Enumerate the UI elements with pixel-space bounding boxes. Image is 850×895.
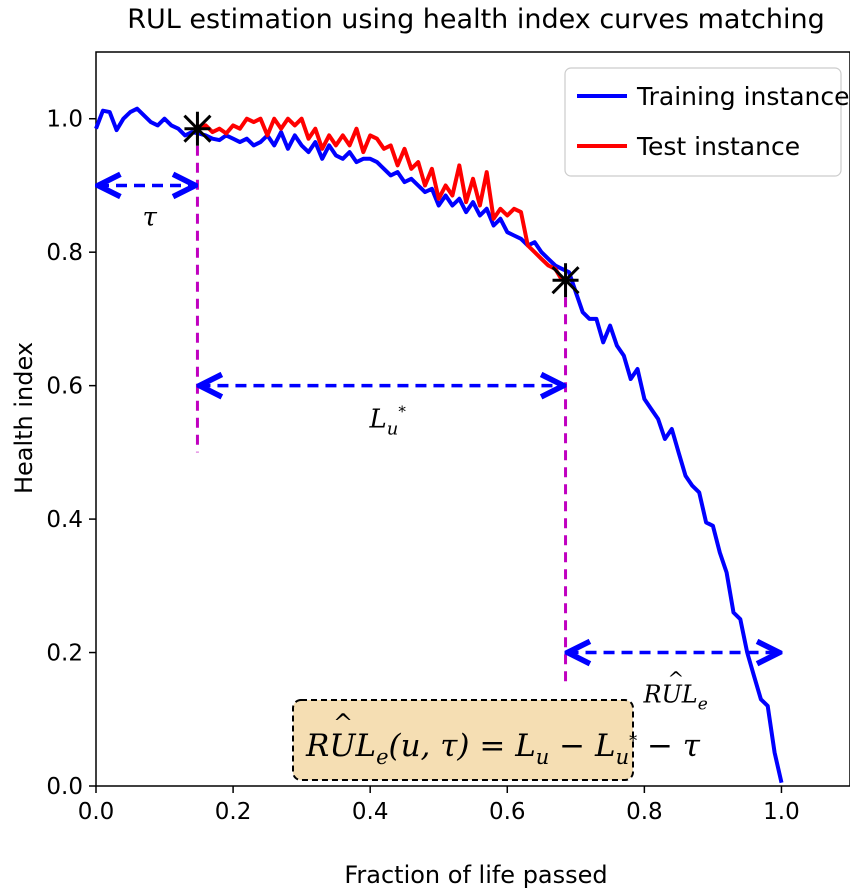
x-tick-label: 1.0 <box>763 799 800 825</box>
legend: Training instance Test instance <box>564 67 850 177</box>
formula-tail: − τ <box>637 728 701 764</box>
x-tick-label: 0.2 <box>215 799 252 825</box>
x-tick-label: 0.8 <box>626 799 663 825</box>
formula-hat: ^ <box>333 709 353 737</box>
lu-star-sup: * <box>398 403 406 421</box>
lu-star-label: Lu* <box>368 403 406 440</box>
formula-box-bg <box>292 699 634 781</box>
star-marker <box>183 111 212 146</box>
x-tick-label: 0.4 <box>352 799 389 825</box>
axes-frame <box>95 51 850 787</box>
formula-star: * <box>629 731 637 750</box>
y-tick-label: 0.6 <box>46 374 83 400</box>
y-tick-label: 1.0 <box>46 107 83 133</box>
formula-e: e <box>376 745 388 769</box>
x-tick-label: 0.0 <box>78 799 115 825</box>
y-tick-label: 0.4 <box>46 507 83 533</box>
star-marker <box>551 263 580 298</box>
formula-minus: − L <box>549 728 615 764</box>
plot-area: 0.0 0.2 0.4 0.6 0.8 1.0 0.0 0.2 0.4 0.6 0.8 1.0 τ Lu… <box>46 51 850 825</box>
star-stroke <box>183 114 212 143</box>
series-layer <box>94 106 784 784</box>
annotation-layer: τLu*RULe^RULe(u, τ) = Lu − Lu* − τ^ <box>98 111 779 781</box>
legend-label-test: Test instance <box>636 132 800 161</box>
tau-label: τ <box>143 202 158 232</box>
y-tick-label: 0.2 <box>46 641 83 667</box>
chart-title: RUL estimation using health index curves… <box>127 4 825 35</box>
formula-u: u <box>536 745 550 769</box>
y-axis-label: Health index <box>10 342 38 494</box>
formula-u2: u <box>616 745 630 769</box>
formula-text: RULe(u, τ) = Lu − Lu* − τ <box>305 728 701 769</box>
formula-rul: RUL <box>305 728 376 764</box>
star-stroke <box>551 266 580 295</box>
y-tick-label: 0.8 <box>46 240 83 266</box>
rul-main: RUL <box>642 681 697 709</box>
formula-args: (u, τ) = L <box>389 728 536 764</box>
x-tick-label: 0.6 <box>489 799 526 825</box>
rul-hat: ^ <box>667 667 684 691</box>
lu-star-sub: u <box>387 419 399 440</box>
series-line-test <box>198 116 564 282</box>
x-axis-label: Fraction of life passed <box>344 861 607 889</box>
axis-ticks: 0.0 0.2 0.4 0.6 0.8 1.0 0.0 0.2 0.4 0.6 0.8 1.0 <box>46 107 799 825</box>
y-tick-label: 0.0 <box>46 774 83 800</box>
legend-label-training: Training instance <box>636 82 850 111</box>
rul-label: RULe <box>642 681 707 715</box>
formula-box: RULe(u, τ) = Lu − Lu* − τ^ <box>292 699 701 781</box>
legend-box <box>564 67 842 177</box>
lu-star-main: L <box>368 405 386 435</box>
rul-sub: e <box>698 695 708 715</box>
series-line-training <box>94 106 784 784</box>
